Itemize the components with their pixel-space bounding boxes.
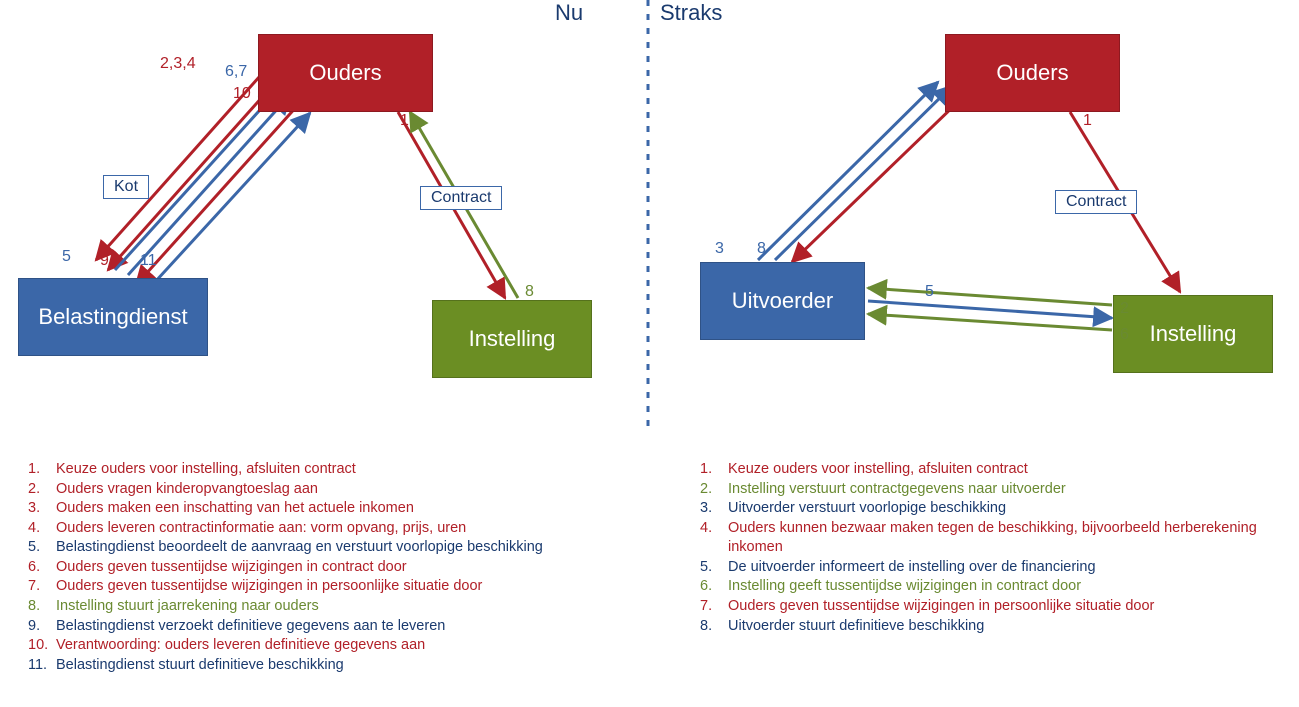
legend-item-number: 7. [28,577,56,597]
right-arrow-num: 6 [1120,326,1129,344]
legend-item: 4.Ouders leveren contractinformatie aan:… [28,519,618,539]
legend-item-text: Belastingdienst stuurt definitieve besch… [56,656,618,676]
legend-item-text: Keuze ouders voor instelling, afsluiten … [728,460,1260,480]
legend-item-number: 5. [28,538,56,558]
legend-item-number: 6. [700,577,728,597]
right-arrow-num: 5 [925,283,934,301]
legend-item-text: Ouders maken een inschatting van het act… [56,499,618,519]
legend-item: 6.Ouders geven tussentijdse wijzigingen … [28,558,618,578]
legend-item-text: Belastingdienst beoordeelt de aanvraag e… [56,538,618,558]
legend-item: 10.Verantwoording: ouders leveren defini… [28,636,618,656]
right-arrow-num: 4 [955,68,964,86]
legend-item-number: 8. [28,597,56,617]
legend-item-number: 2. [700,480,728,500]
arrow [792,100,960,262]
legend-item: 8.Instelling stuurt jaarrekening naar ou… [28,597,618,617]
legend-item-number: 1. [700,460,728,480]
legend-item-number: 5. [700,558,728,578]
legend-item: 2.Ouders vragen kinderopvangtoeslag aan [28,480,618,500]
arrow [868,301,1112,318]
left-label-contract: Contract [420,186,502,210]
left-arrow-num: 1 [400,112,409,130]
legend-item-number: 7. [700,597,728,617]
legend-item-text: Belastingdienst verzoekt definitieve geg… [56,617,618,637]
right-node-ouders: Ouders [945,34,1120,112]
legend-item-text: Instelling geeft tussentijdse wijziginge… [728,577,1260,597]
legend-item: 3.Uitvoerder verstuurt voorlopige beschi… [700,499,1260,519]
right-node-instelling: Instelling [1113,295,1273,373]
legend-item-text: Ouders leveren contractinformatie aan: v… [56,519,618,539]
legend-item-text: Ouders kunnen bezwaar maken tegen de bes… [728,519,1260,558]
legend-item-text: Ouders geven tussentijdse wijzigingen in… [56,558,618,578]
legend-item: 9.Belastingdienst verzoekt definitieve g… [28,617,618,637]
legend-item: 3.Ouders maken een inschatting van het a… [28,499,618,519]
legend-item: 7.Ouders geven tussentijdse wijzigingen … [700,597,1260,617]
legend-item-text: Keuze ouders voor instelling, afsluiten … [56,460,618,480]
legend-item: 4.Ouders kunnen bezwaar maken tegen de b… [700,519,1260,558]
legend-item-text: Uitvoerder stuurt definitieve beschikkin… [728,617,1260,637]
legend-item: 8.Uitvoerder stuurt definitieve beschikk… [700,617,1260,637]
legend-item-number: 8. [700,617,728,637]
legend-item-number: 2. [28,480,56,500]
legend-item-number: 4. [28,519,56,539]
legend-item-number: 3. [28,499,56,519]
left-label-kot: Kot [103,175,149,199]
legend-item-text: De uitvoerder informeert de instelling o… [728,558,1260,578]
right-arrow-num: 1 [1083,112,1092,130]
right-node-uitvoerder: Uitvoerder [700,262,865,340]
legend-item: 2.Instelling verstuurt contractgegevens … [700,480,1260,500]
legend-item-number: 6. [28,558,56,578]
legend-item-number: 1. [28,460,56,480]
heading-straks: Straks [660,0,722,26]
arrow [136,105,298,285]
legend-left: 1.Keuze ouders voor instelling, afsluite… [28,460,618,675]
legend-item: 5.De uitvoerder informeert de instelling… [700,558,1260,578]
right-arrow-num: 3 [715,240,724,258]
left-node-ouders: Ouders [258,34,433,112]
legend-item-text: Instelling verstuurt contractgegevens na… [728,480,1260,500]
left-arrow-num: 5 [62,248,71,266]
left-arrow-num: 2,3,4 [160,55,196,73]
legend-right: 1.Keuze ouders voor instelling, afsluite… [700,460,1260,636]
legend-item-number: 11. [28,656,56,676]
legend-item-text: Ouders geven tussentijdse wijzigingen in… [56,577,618,597]
left-arrow-num: 8 [525,283,534,301]
legend-item-number: 3. [700,499,728,519]
heading-nu: Nu [555,0,583,26]
left-arrow-num: 6,7 [225,63,247,81]
arrow [155,113,310,282]
legend-item: 5.Belastingdienst beoordeelt de aanvraag… [28,538,618,558]
right-arrow-num: 2 [1120,300,1129,318]
right-arrow-num: 8 [757,240,766,258]
arrow [758,82,938,260]
legend-item-text: Ouders vragen kinderopvangtoeslag aan [56,480,618,500]
legend-item-number: 4. [700,519,728,558]
arrow [128,95,290,275]
legend-item: 1.Keuze ouders voor instelling, afsluite… [28,460,618,480]
arrow [868,314,1112,330]
legend-item-text: Instelling stuurt jaarrekening naar oude… [56,597,618,617]
legend-item-text: Ouders geven tussentijdse wijzigingen in… [728,597,1260,617]
legend-item: 7.Ouders geven tussentijdse wijzigingen … [28,577,618,597]
left-node-belasting: Belastingdienst [18,278,208,356]
legend-item-text: Uitvoerder verstuurt voorlopige beschikk… [728,499,1260,519]
right-label-contract: Contract [1055,190,1137,214]
left-arrow-num: 9 [100,252,109,270]
legend-item: 11.Belastingdienst stuurt definitieve be… [28,656,618,676]
legend-item-text: Verantwoording: ouders leveren definitie… [56,636,618,656]
left-arrow-num: 11 [140,252,157,270]
arrow [775,86,952,260]
legend-item: 6.Instelling geeft tussentijdse wijzigin… [700,577,1260,597]
arrow [96,76,260,260]
left-node-instelling: Instelling [432,300,592,378]
arrow [868,288,1112,305]
legend-item-number: 10. [28,636,56,656]
legend-item-number: 9. [28,617,56,637]
left-arrow-num: 10 [233,85,251,103]
legend-item: 1.Keuze ouders voor instelling, afsluite… [700,460,1260,480]
